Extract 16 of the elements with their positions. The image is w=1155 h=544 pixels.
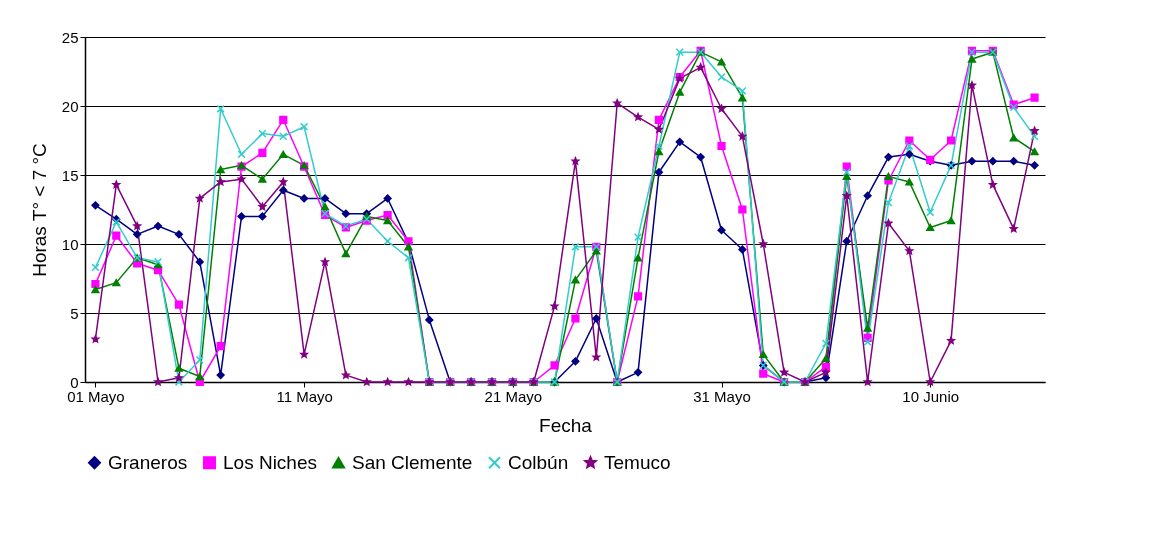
y-tick-label: 20	[61, 97, 79, 115]
legend-label: Los Niches	[223, 451, 317, 473]
x-tick-label: 11 Mayo	[276, 387, 333, 405]
legend-label: Graneros	[108, 451, 188, 473]
y-tick-label: 15	[61, 166, 79, 184]
y-tick-label: 25	[61, 28, 79, 46]
y-tick-label: 10	[61, 235, 79, 253]
legend-label: Colbún	[508, 451, 569, 473]
legend-label: San Clemente	[352, 451, 473, 473]
x-tick-label: 31 Mayo	[693, 387, 751, 405]
y-tick-label: 5	[70, 304, 79, 322]
x-tick-label: 21 Mayo	[484, 387, 543, 405]
y-axis-title: Horas T° < 7 °C	[28, 143, 50, 277]
legend-label: Temuco	[604, 451, 671, 473]
x-axis-title: Fecha	[539, 414, 593, 436]
x-tick-label: 10 Junio	[902, 387, 960, 405]
